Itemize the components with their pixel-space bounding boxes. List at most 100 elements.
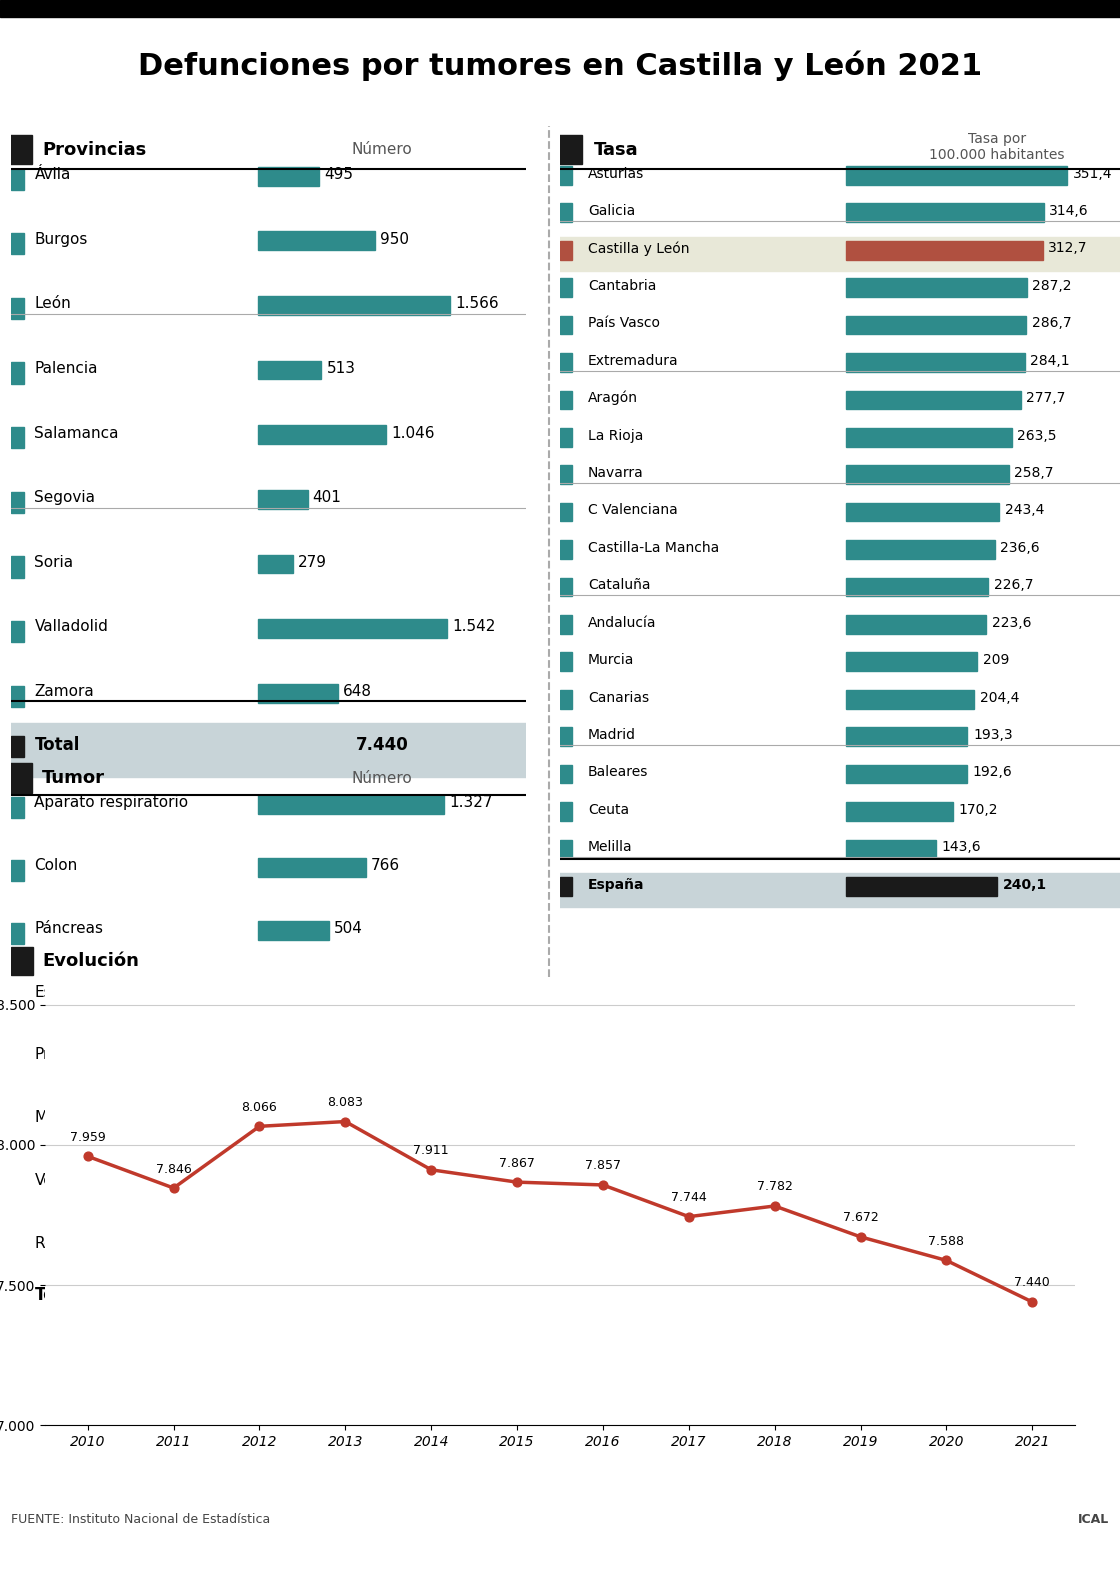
Bar xyxy=(846,877,997,896)
Bar xyxy=(1,1274,526,1328)
Bar xyxy=(560,765,572,783)
Point xyxy=(78,1143,96,1169)
Text: Andalucía: Andalucía xyxy=(588,616,656,630)
Text: 7.846: 7.846 xyxy=(156,1162,192,1175)
Bar xyxy=(11,556,25,578)
Bar xyxy=(259,921,329,940)
Text: Segovia: Segovia xyxy=(35,490,95,506)
Bar xyxy=(259,795,444,814)
Bar xyxy=(846,241,1043,260)
Bar xyxy=(560,877,572,896)
Bar xyxy=(846,502,999,521)
Text: Tasa por
100.000 habitantes: Tasa por 100.000 habitantes xyxy=(930,132,1064,162)
Text: Castilla-La Mancha: Castilla-La Mancha xyxy=(588,540,719,554)
Bar xyxy=(11,1112,25,1132)
Bar xyxy=(259,1173,316,1192)
Bar xyxy=(1,762,31,792)
Text: 204,4: 204,4 xyxy=(980,690,1019,704)
Bar xyxy=(560,502,572,521)
Bar xyxy=(846,765,967,783)
Text: Mama: Mama xyxy=(35,1110,81,1125)
Bar xyxy=(11,298,25,320)
Text: Murcia: Murcia xyxy=(588,654,634,668)
Text: Vejiga: Vejiga xyxy=(35,1173,81,1188)
Point xyxy=(422,1158,440,1183)
Text: Total: Total xyxy=(35,736,80,754)
Text: 7.440: 7.440 xyxy=(356,736,409,754)
Bar xyxy=(11,1175,25,1195)
Text: Soria: Soria xyxy=(35,554,74,570)
Point xyxy=(336,1109,354,1134)
Text: 950: 950 xyxy=(380,232,409,247)
Bar xyxy=(560,353,572,372)
Text: Aparato respiratorio: Aparato respiratorio xyxy=(35,795,188,811)
Bar xyxy=(259,167,319,186)
Bar xyxy=(846,578,989,597)
Text: Canarias: Canarias xyxy=(588,690,650,704)
Text: 312,7: 312,7 xyxy=(1048,241,1088,255)
Bar xyxy=(11,1238,25,1258)
Text: 279: 279 xyxy=(298,554,327,570)
Text: Próstata: Próstata xyxy=(35,1047,97,1062)
Text: Cantabria: Cantabria xyxy=(588,279,656,293)
Text: 433: 433 xyxy=(324,984,353,999)
Bar xyxy=(1,134,31,164)
Text: 192,6: 192,6 xyxy=(972,765,1012,780)
Text: Estómago: Estómago xyxy=(35,984,111,1000)
Bar xyxy=(0,0,1120,16)
Bar xyxy=(846,465,1009,484)
Bar xyxy=(11,362,25,384)
Bar xyxy=(11,947,32,975)
Text: 1.327: 1.327 xyxy=(449,795,493,811)
Bar xyxy=(846,391,1020,410)
Text: 287,2: 287,2 xyxy=(1033,279,1072,293)
Text: 314,6: 314,6 xyxy=(1049,205,1089,217)
Text: Colon: Colon xyxy=(35,858,77,874)
Text: Ávila: Ávila xyxy=(35,167,71,183)
Bar xyxy=(846,802,953,821)
Bar xyxy=(846,690,974,709)
Bar xyxy=(11,427,25,449)
Text: Número: Número xyxy=(352,770,412,786)
Text: 401: 401 xyxy=(312,490,342,506)
Text: 236,6: 236,6 xyxy=(1000,540,1039,554)
Bar xyxy=(11,169,25,189)
Text: 410: 410 xyxy=(321,1173,349,1188)
Text: España: España xyxy=(588,877,644,891)
Text: 277,7: 277,7 xyxy=(1026,391,1065,405)
Text: Madrid: Madrid xyxy=(588,728,636,742)
Text: ICAL: ICAL xyxy=(1077,1514,1109,1526)
Bar xyxy=(259,858,365,877)
Bar xyxy=(560,391,572,410)
Bar xyxy=(846,652,978,671)
Text: 284,1: 284,1 xyxy=(1030,354,1070,367)
Point xyxy=(251,1114,269,1139)
Text: 193,3: 193,3 xyxy=(973,728,1012,742)
Bar xyxy=(259,490,308,509)
Point xyxy=(594,1172,612,1197)
Text: Castilla y León: Castilla y León xyxy=(588,241,690,255)
Text: 240,1: 240,1 xyxy=(1002,877,1046,891)
Bar xyxy=(259,684,338,702)
Bar xyxy=(846,428,1011,447)
Text: 243,4: 243,4 xyxy=(1005,504,1044,518)
Bar xyxy=(846,728,968,747)
Text: 766: 766 xyxy=(371,858,400,874)
Point xyxy=(165,1175,183,1200)
Bar xyxy=(538,236,1120,271)
Bar xyxy=(259,232,375,250)
Text: Asturias: Asturias xyxy=(588,167,644,181)
Bar xyxy=(259,554,292,573)
Bar xyxy=(259,425,386,444)
Text: Páncreas: Páncreas xyxy=(35,921,103,937)
Text: 648: 648 xyxy=(343,684,372,699)
Point xyxy=(766,1194,784,1219)
Text: Total: Total xyxy=(35,1287,80,1304)
Bar xyxy=(11,233,25,255)
Text: Cataluña: Cataluña xyxy=(588,578,651,592)
Bar xyxy=(846,315,1026,334)
Text: C Valenciana: C Valenciana xyxy=(588,504,678,518)
Bar xyxy=(846,839,936,858)
Text: 427: 427 xyxy=(324,1110,352,1125)
Text: 209: 209 xyxy=(983,654,1009,668)
